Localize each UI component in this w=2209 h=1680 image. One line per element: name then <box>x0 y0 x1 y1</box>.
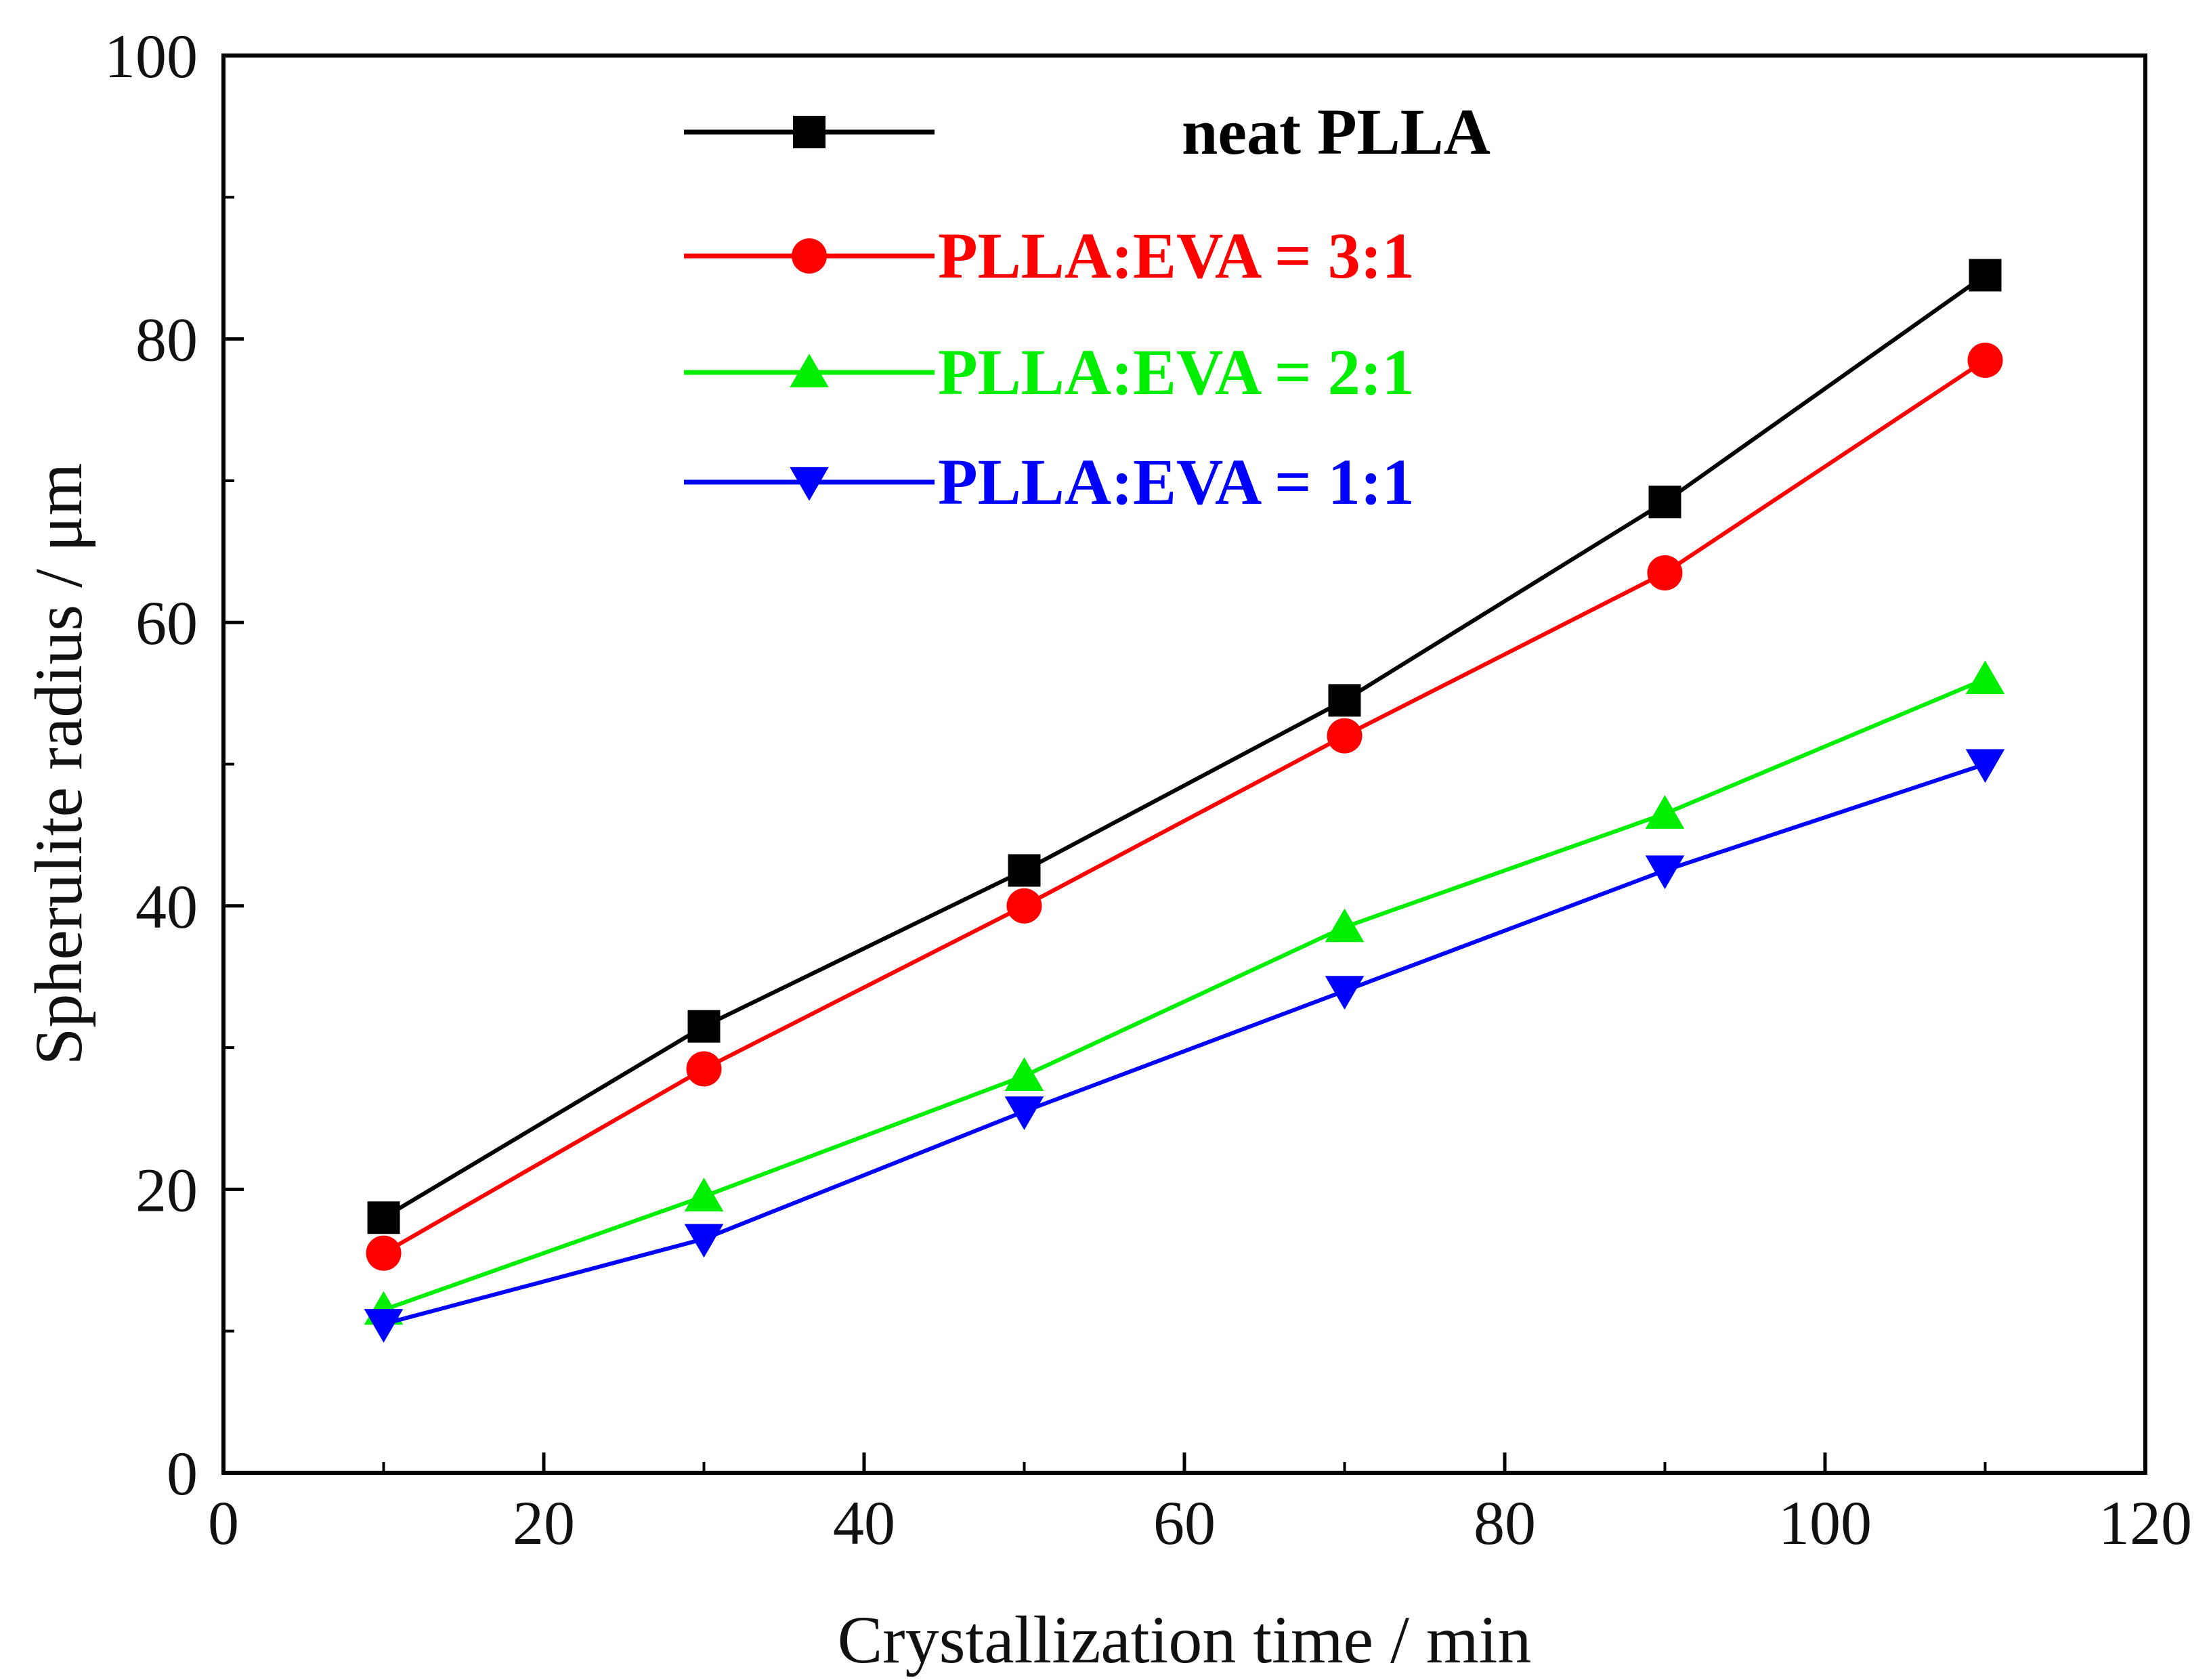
series-line <box>383 677 1986 1312</box>
data-point <box>686 1051 722 1087</box>
data-point <box>364 1309 404 1343</box>
x-tick-label: 0 <box>208 1488 239 1557</box>
legend: neat PLLA PLLA:EVA = 3:1 PLLA:EVA = 2:1 PLL… <box>684 95 1490 518</box>
series-3 <box>364 749 2005 1343</box>
series-0 <box>367 259 2002 1234</box>
data-point <box>1004 1096 1044 1130</box>
data-point <box>1006 888 1042 924</box>
data-point <box>1328 684 1361 717</box>
x-tick-label: 100 <box>1778 1488 1872 1557</box>
y-tick-label: 80 <box>135 305 198 374</box>
data-point <box>1325 908 1365 943</box>
data-point <box>684 1224 724 1258</box>
legend-label: PLLA:EVA = 3:1 <box>938 219 1415 292</box>
x-tick-label: 80 <box>1474 1488 1536 1557</box>
legend-entry: PLLA:EVA = 1:1 <box>684 446 1415 518</box>
x-tick-label: 20 <box>513 1488 575 1557</box>
legend-label: PLLA:EVA = 2:1 <box>938 336 1415 408</box>
x-tick-label: 120 <box>2099 1488 2192 1557</box>
y-tick-label: 0 <box>167 1439 198 1508</box>
y-tick-label: 40 <box>135 872 198 941</box>
data-point <box>1327 718 1363 754</box>
data-point <box>1645 795 1685 829</box>
legend-entry: PLLA:EVA = 2:1 <box>684 336 1415 408</box>
legend-marker <box>792 238 827 274</box>
data-point <box>1008 854 1041 887</box>
data-point <box>1648 486 1681 519</box>
legend-marker <box>793 116 825 148</box>
data-point <box>687 1010 721 1043</box>
data-point <box>367 1201 400 1234</box>
data-point <box>366 1235 402 1271</box>
data-point <box>1969 259 2002 292</box>
data-point <box>1967 342 2003 378</box>
legend-entry: PLLA:EVA = 3:1 <box>684 219 1415 292</box>
data-point <box>1004 1057 1044 1092</box>
legend-entry: neat PLLA <box>684 95 1490 168</box>
y-tick-label: 60 <box>135 588 198 658</box>
series-line <box>382 273 1987 1220</box>
series-line <box>383 762 1986 1327</box>
data-point <box>1965 749 2005 783</box>
x-axis-title: Crystallization time / min <box>838 1602 1532 1677</box>
data-point <box>1645 855 1685 890</box>
x-tick-label: 40 <box>833 1488 895 1557</box>
series-line <box>383 358 1987 1255</box>
legend-label: neat PLLA <box>1182 95 1490 168</box>
legend-marker <box>790 467 829 501</box>
data-point <box>1965 660 2005 694</box>
series-layer <box>364 259 2005 1343</box>
series-1 <box>366 342 2003 1271</box>
legend-label: PLLA:EVA = 1:1 <box>938 446 1415 518</box>
y-axis-title: Spherulite radius / μm <box>21 463 96 1066</box>
data-point <box>1325 976 1365 1010</box>
y-tick-label: 100 <box>104 22 198 91</box>
data-point <box>1647 555 1683 590</box>
legend-marker <box>790 353 829 388</box>
axes: 0 20 40 60 80 100 120 0 20 40 60 80 100 <box>104 22 2192 1557</box>
x-tick-label: 60 <box>1153 1488 1216 1557</box>
data-point <box>684 1178 724 1211</box>
y-tick-label: 20 <box>135 1155 198 1224</box>
